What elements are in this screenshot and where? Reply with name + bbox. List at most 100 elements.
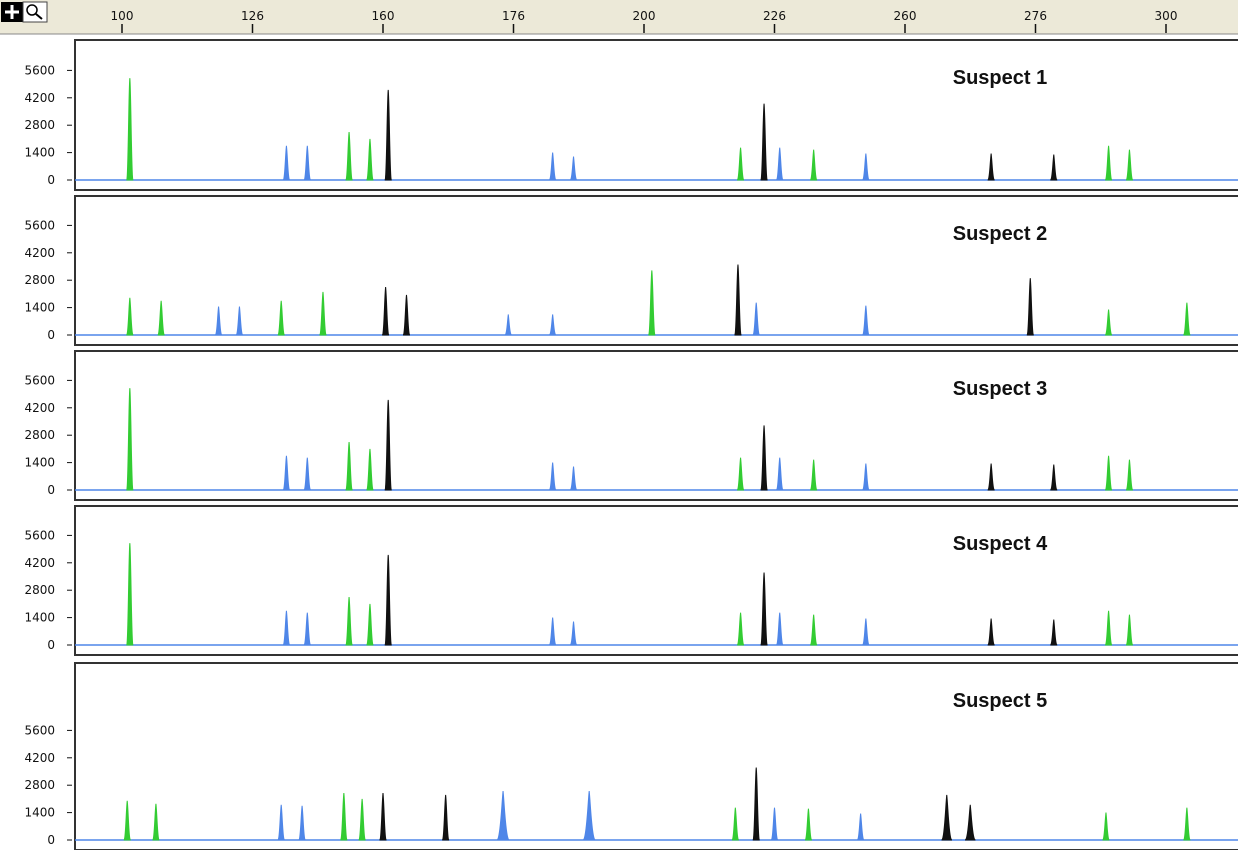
y-tick-label: 1400 bbox=[24, 146, 55, 160]
peak-green bbox=[736, 147, 745, 181]
peak-green bbox=[157, 300, 166, 336]
peak-blue bbox=[775, 457, 784, 491]
panel-title: Suspect 5 bbox=[953, 690, 1047, 712]
peak-green bbox=[1182, 807, 1191, 841]
panel-suspect-1: 0 1400 2800 4200 5600 Suspect 1 bbox=[24, 39, 1238, 191]
peak-black bbox=[402, 294, 411, 336]
panel-suspect-2: 0 1400 2800 4200 5600 Suspect 2 bbox=[24, 195, 1238, 346]
peak-black bbox=[733, 264, 742, 336]
y-tick-label: 4200 bbox=[24, 556, 55, 570]
peak-blue bbox=[504, 314, 513, 336]
peak-blue bbox=[861, 618, 870, 646]
peak-blue bbox=[277, 804, 286, 841]
y-tick-label: 1400 bbox=[24, 611, 55, 625]
peak-green bbox=[804, 808, 813, 841]
peak-green bbox=[318, 291, 327, 336]
panel-frame bbox=[74, 195, 1238, 346]
peak-blue bbox=[282, 610, 291, 646]
peak-green bbox=[1125, 149, 1134, 181]
panel-title: Suspect 3 bbox=[953, 378, 1047, 400]
y-tick-label: 4200 bbox=[24, 91, 55, 105]
peak-green bbox=[358, 798, 367, 841]
x-tick-label: 100 bbox=[111, 9, 134, 23]
peak-green bbox=[339, 792, 348, 841]
peak-green bbox=[736, 457, 745, 491]
x-tick-label: 260 bbox=[894, 9, 917, 23]
y-tick-label: 1400 bbox=[24, 806, 55, 820]
x-tick-label: 176 bbox=[502, 9, 525, 23]
peak-green bbox=[809, 149, 818, 181]
peak-green bbox=[1104, 145, 1113, 181]
peak-blue bbox=[861, 153, 870, 181]
y-tick-label: 5600 bbox=[24, 373, 55, 387]
peak-black bbox=[384, 399, 393, 491]
peak-black bbox=[379, 792, 387, 841]
peak-black bbox=[1026, 278, 1035, 336]
peak-green bbox=[365, 138, 374, 181]
y-tick-label: 2800 bbox=[24, 428, 55, 442]
peak-blue bbox=[282, 145, 291, 181]
peak-green bbox=[736, 612, 745, 646]
peak-green bbox=[809, 614, 818, 646]
peak-black bbox=[1049, 619, 1058, 646]
y-tick-label: 1400 bbox=[24, 456, 55, 470]
panel-title: Suspect 1 bbox=[953, 67, 1047, 89]
x-tick-label: 300 bbox=[1155, 9, 1178, 23]
peak-green bbox=[731, 807, 740, 841]
peak-green bbox=[647, 270, 656, 336]
peak-blue bbox=[861, 305, 870, 336]
peak-blue bbox=[548, 462, 557, 491]
peak-blue bbox=[303, 457, 312, 491]
peak-blue bbox=[569, 466, 578, 491]
peak-black bbox=[760, 425, 769, 491]
panel-suspect-5: 0 1400 2800 4200 5600 Suspect 5 bbox=[24, 662, 1238, 850]
peak-green bbox=[125, 78, 134, 181]
peak-green bbox=[125, 297, 134, 336]
add-tool-button[interactable] bbox=[1, 2, 23, 22]
peak-blue bbox=[235, 306, 244, 336]
panel-suspect-3: 0 1400 2800 4200 5600 Suspect 3 bbox=[24, 350, 1238, 501]
peak-green bbox=[125, 388, 134, 491]
y-tick-label: 0 bbox=[47, 483, 55, 497]
y-tick-label: 2800 bbox=[24, 583, 55, 597]
peak-black bbox=[987, 153, 996, 181]
peak-blue bbox=[775, 612, 784, 646]
peak-black bbox=[941, 794, 953, 841]
peak-black bbox=[987, 618, 996, 646]
ruler-background bbox=[0, 0, 1238, 34]
peak-green bbox=[151, 803, 160, 841]
peak-green bbox=[345, 441, 354, 491]
y-tick-label: 4200 bbox=[24, 246, 55, 260]
panels-group: 0 1400 2800 4200 5600 Suspect 1 0 1400 2800 4200 5… bbox=[24, 39, 1238, 850]
peak-black bbox=[760, 103, 769, 181]
peak-blue bbox=[548, 314, 557, 336]
peak-black bbox=[381, 286, 390, 336]
zoom-tool-button[interactable] bbox=[22, 1, 48, 23]
peak-black bbox=[384, 89, 393, 181]
peak-blue bbox=[582, 791, 596, 841]
peak-black bbox=[987, 463, 996, 491]
x-tick-label: 276 bbox=[1024, 9, 1047, 23]
peak-blue bbox=[298, 805, 307, 841]
panel-frame bbox=[74, 505, 1238, 656]
peak-green bbox=[1101, 812, 1110, 841]
peak-black bbox=[1049, 464, 1058, 491]
peak-blue bbox=[856, 813, 865, 841]
peak-green bbox=[1125, 459, 1134, 491]
y-tick-label: 5600 bbox=[24, 528, 55, 542]
y-tick-label: 0 bbox=[47, 638, 55, 652]
y-tick-label: 5600 bbox=[24, 723, 55, 737]
peak-black bbox=[760, 572, 769, 646]
peak-blue bbox=[303, 612, 312, 646]
x-tick-label: 160 bbox=[372, 9, 395, 23]
peak-blue bbox=[496, 791, 510, 841]
y-tick-label: 2800 bbox=[24, 273, 55, 287]
panel-frame bbox=[74, 39, 1238, 191]
x-axis-ruler: 100 126 160 176 200 226 260 276 300 bbox=[111, 9, 1178, 33]
peak-blue bbox=[303, 145, 312, 181]
peak-blue bbox=[775, 147, 784, 181]
peak-black bbox=[384, 554, 393, 646]
x-tick-label: 200 bbox=[633, 9, 656, 23]
peak-green bbox=[123, 800, 132, 841]
